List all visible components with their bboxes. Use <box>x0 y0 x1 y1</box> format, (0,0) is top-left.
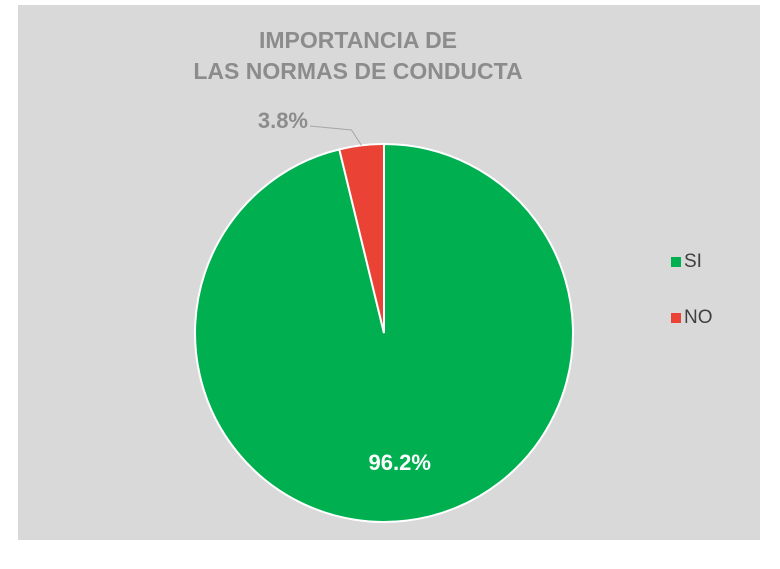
data-label: 96.2% <box>369 450 431 475</box>
chart-title: LAS NORMAS DE CONDUCTA <box>193 58 522 84</box>
chart-title: IMPORTANCIA DE <box>259 27 457 53</box>
data-label: 3.8% <box>258 108 308 133</box>
legend-marker <box>671 257 681 267</box>
leader-line <box>309 125 362 146</box>
legend-marker <box>671 313 681 323</box>
legend-label: NO <box>684 307 713 328</box>
pie-slice <box>338 142 385 334</box>
legend-label: SI <box>684 251 702 272</box>
